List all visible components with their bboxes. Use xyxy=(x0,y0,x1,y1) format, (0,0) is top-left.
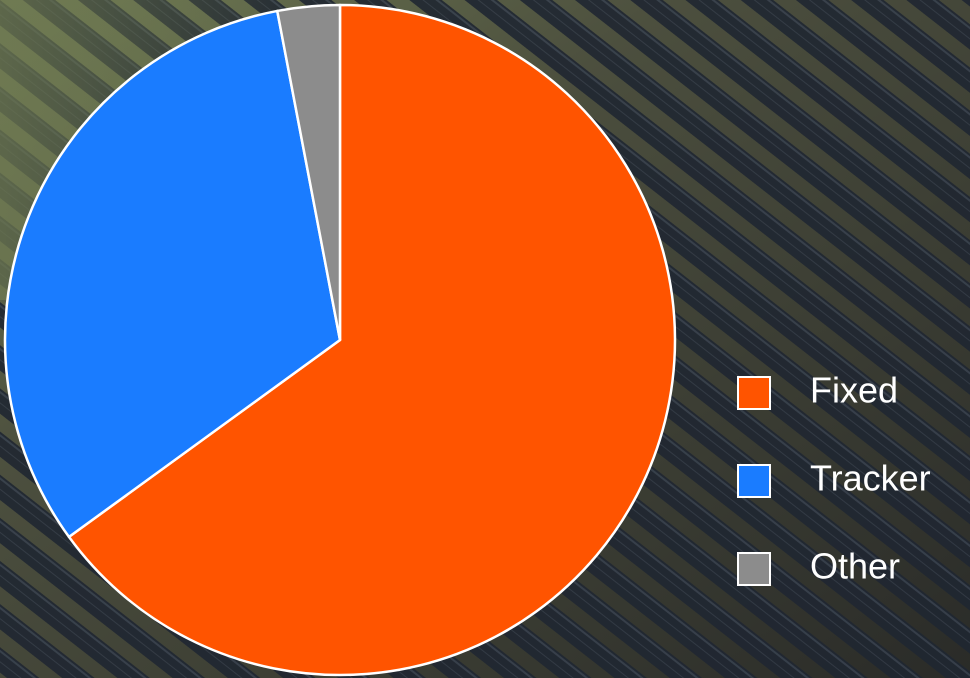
pie-slice xyxy=(275,3,342,342)
legend-marker xyxy=(737,376,771,410)
pie xyxy=(3,3,677,677)
pie-slice xyxy=(3,9,342,539)
legend-marker xyxy=(737,464,771,498)
legend-label: Other xyxy=(810,546,900,587)
pie-slice xyxy=(67,3,677,677)
legend-label: Tracker xyxy=(810,458,931,499)
legend-marker xyxy=(737,552,771,586)
legend-label: Fixed xyxy=(810,370,898,411)
legend: Fixed Tracker Other xyxy=(737,370,931,587)
